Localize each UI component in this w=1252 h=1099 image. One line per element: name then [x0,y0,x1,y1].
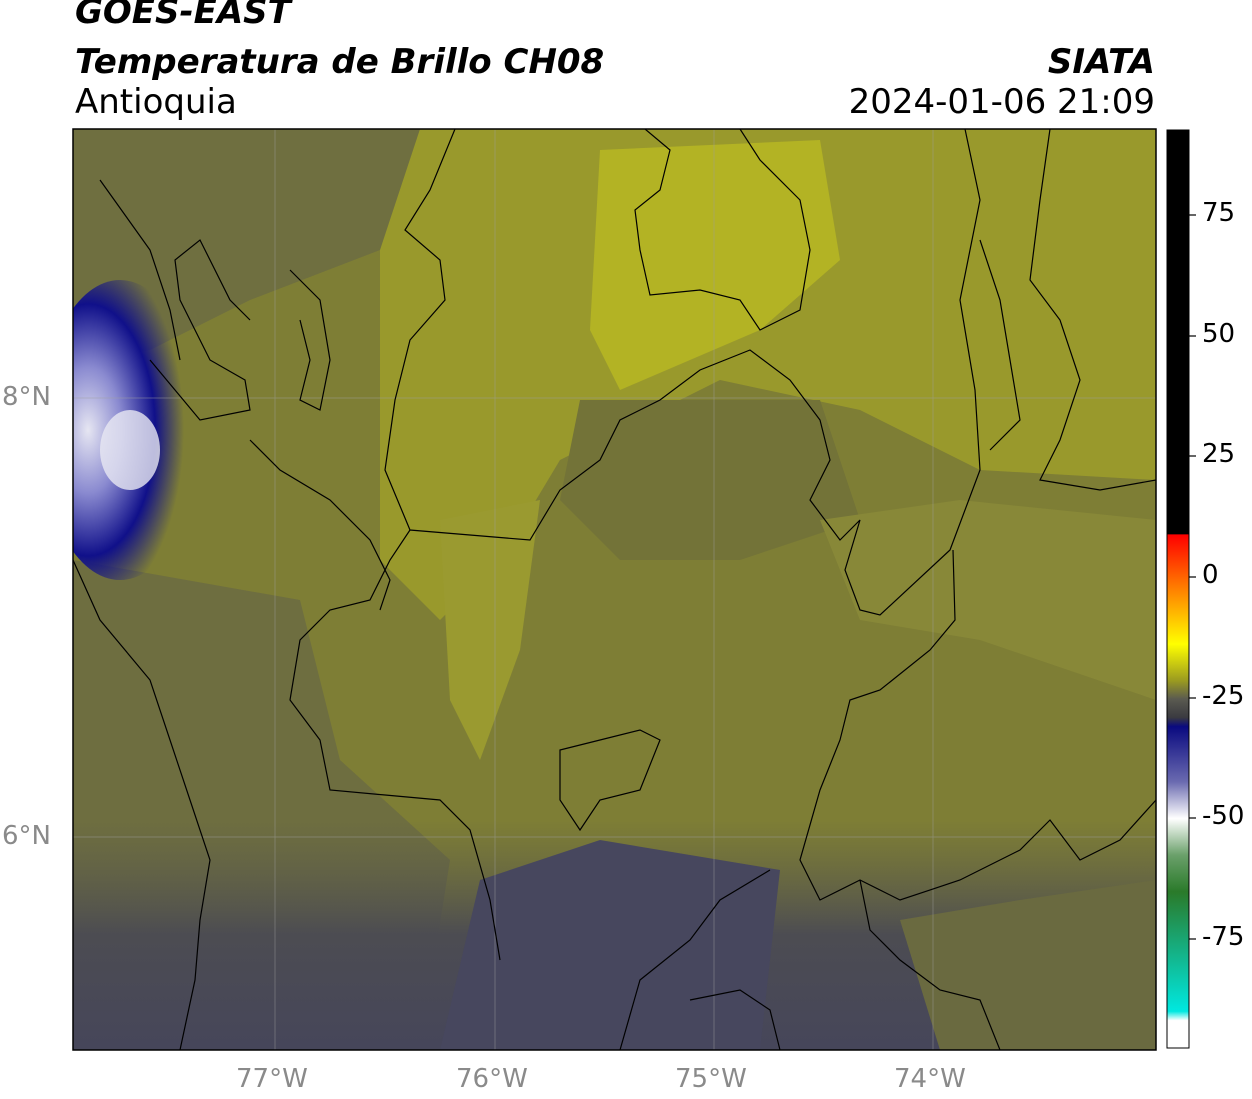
product-title: Temperatura de Brillo CH08 [75,42,605,82]
colorbar-label-0: 0 [1202,560,1219,590]
colorbar-label-minus50: -50 [1202,801,1245,831]
lon-tick-76w: 76°W [456,1064,528,1094]
lon-tick-75w: 75°W [675,1064,747,1094]
colorbar-ticks [1189,214,1196,940]
colorbar-label-75: 75 [1202,198,1236,228]
organization-label: SIATA [1047,42,1155,82]
region-label: Antioquia [75,82,237,122]
colorbar [1166,129,1190,1049]
brightness-temperature-field [73,129,1156,1050]
satellite-title: GOES-EAST [75,0,291,32]
administrative-boundaries [73,129,1156,1050]
lon-tick-74w: 74°W [894,1064,966,1094]
timestamp-label: 2024-01-06 21:09 [848,82,1155,122]
colorbar-label-25: 25 [1202,439,1236,469]
colorbar-label-minus25: -25 [1202,681,1245,711]
lat-tick-8n: 8°N [2,382,51,412]
lat-tick-6n: 6°N [2,821,51,851]
map-gridlines [73,129,1156,1050]
colorbar-label-50: 50 [1202,319,1236,349]
map-frame [72,128,1157,1051]
colorbar-label-minus75: -75 [1202,922,1245,952]
lon-tick-77w: 77°W [236,1064,308,1094]
